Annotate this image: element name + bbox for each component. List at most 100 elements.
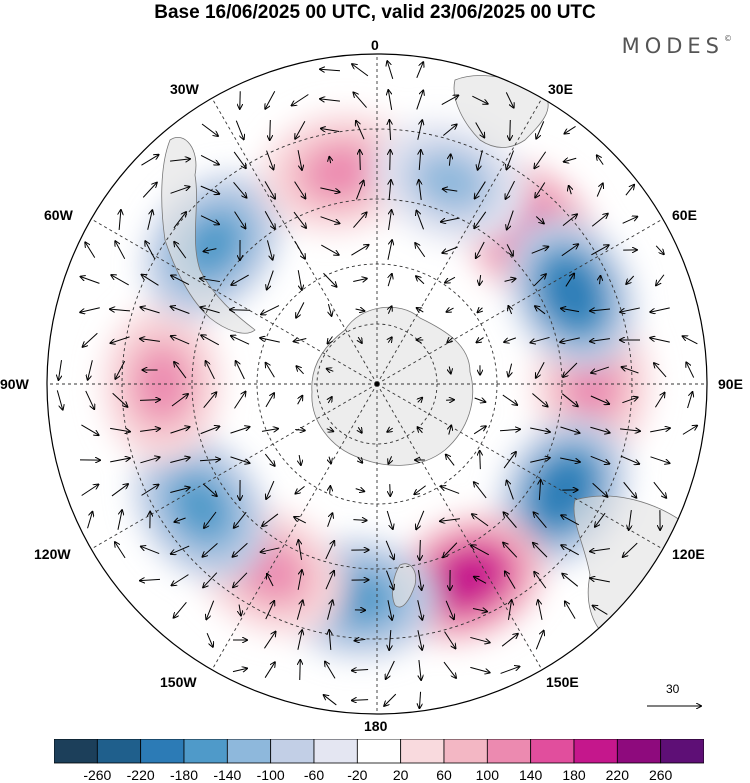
wind-vector [470,666,489,672]
wind-vector [441,95,458,106]
wind-vector [534,572,547,589]
wind-vector [590,426,609,432]
wind-vector [443,125,456,136]
wind-vector [472,95,487,104]
colorbar-tick-label: 140 [518,767,543,783]
colorbar-tick-label: 260 [648,767,673,783]
wind-vector [444,631,456,649]
wind-vector [561,244,578,257]
wind-vector [262,513,279,526]
wind-vector [561,393,578,407]
wind-vector [203,572,218,588]
wind-vector [650,307,670,312]
wind-vector [264,453,274,466]
map-border [46,53,708,715]
wind-vector [297,630,302,650]
wind-vector [389,120,390,141]
wind-vector [233,182,247,197]
anomaly-center-4-level-2 [436,552,500,606]
wind-vector [505,180,515,199]
wind-vector [650,338,670,343]
wind-vector [449,154,450,166]
wind-vector [329,456,331,464]
wind-vector [536,121,545,138]
wind-vector [476,241,485,258]
anomaly-center-9-level-2 [184,216,241,276]
wind-vector [480,451,481,470]
wind-vector [418,570,421,590]
wind-vector [474,211,487,228]
wind-vector [591,214,608,227]
wind-vector [326,429,334,432]
wind-vector [388,90,393,110]
wind-vector [475,122,485,138]
wind-vector [416,211,424,230]
wind-vector [417,308,424,312]
wind-vector [356,121,365,140]
lon-label-120w: 120W [34,546,71,562]
wind-vector [590,395,609,404]
wind-vector [355,639,366,640]
wind-vector [85,390,94,409]
wind-vector [355,181,363,200]
wind-vector [321,244,338,255]
wind-vector [596,183,603,197]
wind-vector [535,306,546,315]
wind-vector [623,542,638,557]
wind-vector [297,270,302,290]
wind-vector [115,360,126,379]
wind-vector [417,630,422,650]
wind-vector [296,366,304,375]
wind-vector [115,542,126,559]
wind-vector [386,510,393,529]
wind-vector [234,392,246,409]
wind-vector [504,279,516,282]
wind-vector [171,336,190,345]
wind-vector [590,455,610,463]
wind-vector [294,339,307,342]
antarctica-shape [311,306,474,466]
wind-vector [326,600,332,620]
wind-vector [56,390,62,409]
wind-vector [475,181,486,199]
wind-vector [655,393,664,408]
wind-vector [472,514,489,527]
wind-vector [565,601,576,619]
wind-vector [416,62,423,78]
wind-vector [530,427,550,432]
wind-vector [622,367,639,374]
wind-vector [110,309,131,311]
wind-vector [140,429,160,432]
wind-vector [261,429,278,432]
wind-vector [358,427,362,432]
meridian-line [376,216,668,385]
wind-vector [119,210,121,231]
wind-vector [203,392,217,409]
wind-vector [506,244,513,255]
wind-vector [266,150,274,170]
wind-vector [505,92,513,107]
wind-vector [507,210,514,230]
wind-vector [590,309,611,311]
wind-vector [419,691,420,708]
wind-vector [203,542,218,556]
wind-vector [142,183,157,198]
meridian-line [376,93,545,385]
wind-vector [145,241,156,260]
wind-vector [387,61,394,79]
wind-vector [328,336,333,343]
wind-vector [534,512,547,528]
wind-vector [323,272,336,287]
wind-vector [387,240,392,260]
wind-vector [590,578,610,583]
wind-vector [441,217,460,222]
wind-vector [292,94,309,105]
wind-vector [85,242,96,258]
wind-vector [478,308,483,313]
colorbar-swatch [96,739,142,764]
wind-vector [171,394,188,407]
colorbar-tick-label: -140 [213,767,242,783]
wind-vector [419,150,421,171]
wind-vector [171,275,190,286]
wind-vector [415,243,426,258]
